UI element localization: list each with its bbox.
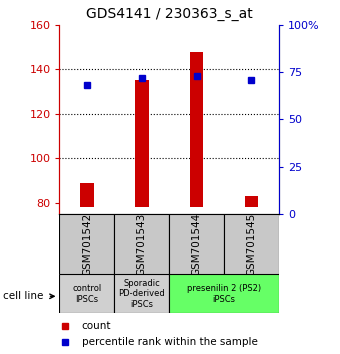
Text: cell line: cell line	[3, 291, 44, 301]
Bar	[244, 196, 258, 207]
Bar	[59, 214, 114, 274]
Bar	[224, 214, 279, 274]
Text: count: count	[82, 321, 111, 331]
Text: GSM701543: GSM701543	[137, 213, 147, 276]
Bar	[114, 214, 169, 274]
Text: GSM701545: GSM701545	[246, 213, 256, 276]
Text: Sporadic
PD-derived
iPSCs: Sporadic PD-derived iPSCs	[118, 279, 165, 309]
Text: GSM701544: GSM701544	[191, 213, 202, 276]
Text: control
IPSCs: control IPSCs	[72, 284, 102, 303]
Bar	[169, 214, 224, 274]
Bar	[169, 274, 279, 313]
Text: percentile rank within the sample: percentile rank within the sample	[82, 337, 258, 347]
Bar	[135, 80, 149, 207]
Text: GSM701542: GSM701542	[82, 213, 92, 276]
Bar	[80, 183, 94, 207]
Text: presenilin 2 (PS2)
iPSCs: presenilin 2 (PS2) iPSCs	[187, 284, 261, 303]
Bar	[190, 52, 203, 207]
Title: GDS4141 / 230363_s_at: GDS4141 / 230363_s_at	[86, 7, 253, 21]
Bar	[59, 274, 114, 313]
Bar	[114, 274, 169, 313]
